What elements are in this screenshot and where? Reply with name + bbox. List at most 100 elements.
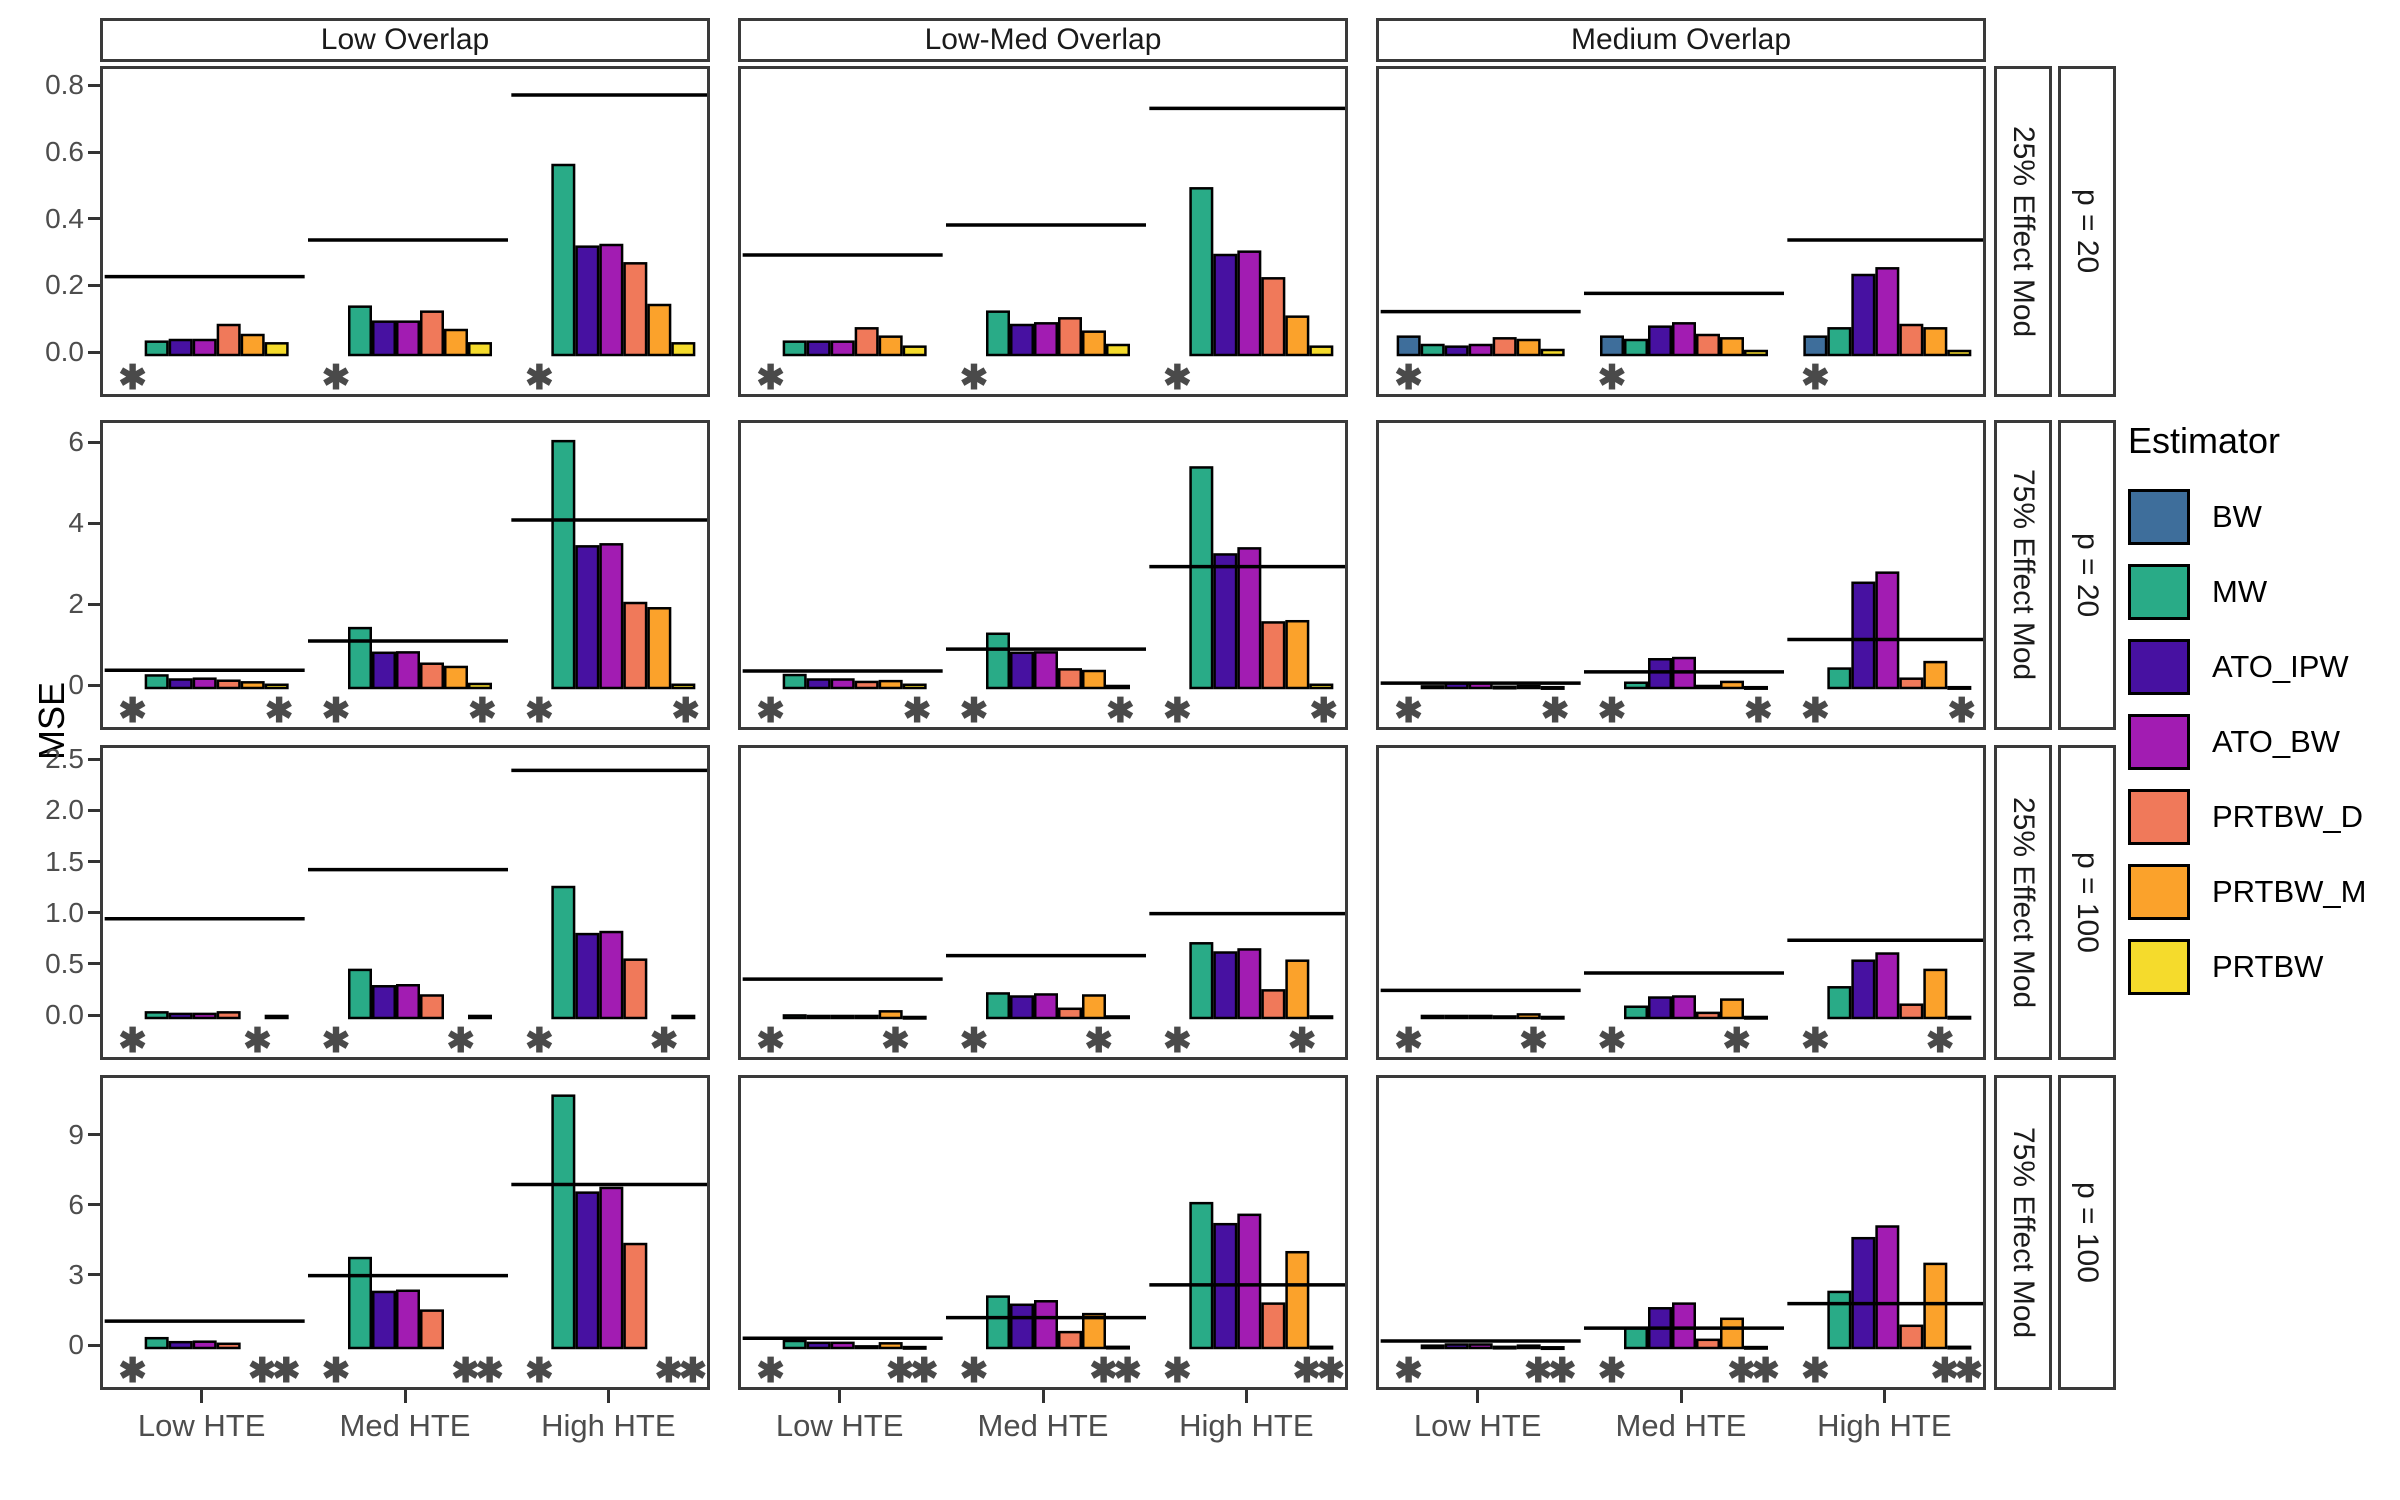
bar-ATO_BW (599, 930, 624, 1020)
asterisk-marker: ✱ (1801, 1022, 1830, 1060)
bar-ATO_IPW (1213, 553, 1238, 690)
asterisk-marker: ✱ (756, 692, 785, 730)
bar-ATO_BW (830, 678, 855, 690)
bar-PRTBW (1540, 1346, 1565, 1351)
bar-PRTBW_D (1899, 677, 1924, 690)
bar-ATO_BW (396, 1289, 420, 1350)
bar-PRTBW (468, 682, 492, 690)
bar-ATO_IPW (372, 1290, 396, 1350)
asterisk-marker: ✱ (243, 1022, 272, 1060)
bar-ATO_BW (1034, 1300, 1058, 1350)
bar-ATO_BW (1034, 993, 1058, 1020)
legend-swatch-ATO_BW (2128, 714, 2190, 770)
bar-PRTBW_D (623, 958, 648, 1020)
bar-MW (144, 1011, 169, 1020)
row-strip-p-3: p = 100 (2058, 1075, 2116, 1390)
asterisk-marker: ✱ (525, 359, 554, 397)
y-tick-label: 2.5 (45, 743, 84, 775)
asterisk-marker: ✱ (322, 359, 351, 397)
bar-MW (986, 1295, 1010, 1350)
facet-panel-r1-c1: ✱ ✱ ✱ ✱ ✱ ✱ (738, 420, 1348, 730)
bar-MW (1827, 1290, 1852, 1350)
facet-panel-r3-c0: ✱ ✱✱ ✱ ✱✱ ✱ ✱✱ (100, 1075, 710, 1390)
asterisk-marker: ✱ (1931, 1352, 1960, 1390)
legend-item-BW: BW (2128, 488, 2398, 546)
bar-PRTBW_M (1516, 338, 1541, 357)
bar-PRTBW_M (1720, 1317, 1744, 1350)
bar-PRTBW_D (854, 327, 879, 357)
asterisk-marker: ✱ (1163, 1022, 1192, 1060)
asterisk-marker: ✱ (447, 1022, 476, 1060)
bar-PRTBW_D (216, 1011, 241, 1020)
legend-swatch-MW (2128, 564, 2190, 620)
y-tick-label: 0 (68, 669, 84, 700)
bar-PRTBW (671, 683, 696, 690)
bar-MW (348, 968, 372, 1020)
bar-PRTBW_D (1261, 621, 1286, 690)
bar-MW (1827, 986, 1852, 1020)
x-tick-label: High HTE (541, 1408, 676, 1443)
legend-swatch-PRTBW (2128, 939, 2190, 995)
bar-ATO_BW (599, 243, 624, 357)
asterisk-marker: ✱ (475, 1352, 504, 1390)
legend: Estimator BW MW ATO_IPW ATO_BW PRTBW_D PRTBW_… (2128, 420, 2398, 1013)
bar-PRTBW_D (854, 1014, 879, 1020)
asterisk-marker: ✱ (118, 1022, 147, 1060)
bar-PRTBW (902, 683, 927, 690)
asterisk-marker: ✱ (525, 1352, 554, 1390)
bar-PRTBW_M (1285, 619, 1310, 690)
bar-PRTBW (1309, 1345, 1334, 1350)
x-tick-mark (1679, 1390, 1683, 1403)
asterisk-marker: ✱ (671, 692, 700, 730)
legend-swatch-PRTBW_D (2128, 789, 2190, 845)
x-tick-mark (838, 1390, 842, 1403)
asterisk-marker: ✱ (1727, 1352, 1756, 1390)
y-tick-mark (88, 602, 101, 606)
bar-ATO_IPW (1213, 253, 1238, 357)
bar-PRTBW_D (216, 323, 241, 357)
bar-PRTBW_D (854, 1345, 879, 1350)
y-tick-label: 0.8 (45, 69, 84, 101)
asterisk-marker: ✱ (451, 1352, 480, 1390)
y-tick-mark (88, 83, 101, 87)
y-tick-label: 3 (68, 1258, 84, 1290)
asterisk-marker: ✱ (1309, 692, 1338, 730)
bar-ATO_IPW (1010, 651, 1034, 690)
bar-ATO_BW (1237, 250, 1262, 357)
legend-label-MW: MW (2212, 574, 2268, 609)
bar-ATO_IPW (372, 985, 396, 1020)
bar-BW (1803, 335, 1828, 357)
asterisk-marker: ✱ (756, 359, 785, 397)
y-tick-label: 4 (68, 507, 84, 539)
bar-PRTBW_M (1285, 315, 1310, 357)
asterisk-marker: ✱ (1519, 1022, 1548, 1060)
y-tick-label: 0.5 (45, 947, 84, 979)
bar-PRTBW (1106, 684, 1130, 690)
bar-MW (986, 310, 1010, 357)
y-tick-label: 0.0 (45, 336, 84, 367)
y-tick-mark (88, 150, 101, 154)
y-tick-label: 0.4 (45, 202, 84, 234)
x-tick-label: Med HTE (339, 1408, 471, 1443)
asterisk-marker: ✱ (1801, 1352, 1830, 1390)
bar-PRTBW (1947, 685, 1972, 690)
x-tick-mark (1244, 1390, 1248, 1403)
legend-label-PRTBW: PRTBW (2212, 949, 2324, 984)
asterisk-marker: ✱ (960, 359, 989, 397)
bar-MW (348, 626, 372, 690)
bar-PRTBW (1540, 348, 1565, 357)
row-strip-effect-mod-3: 75% Effect Mod (1994, 1075, 2052, 1390)
legend-swatch-PRTBW_M (2128, 864, 2190, 920)
asterisk-marker: ✱ (525, 692, 554, 730)
bar-MW (1420, 1344, 1445, 1350)
facet-panel-r1-c2: ✱ ✱ ✱ ✱ ✱ ✱ (1376, 420, 1986, 730)
y-tick-label: 2.0 (45, 794, 84, 826)
bar-PRTBW_D (420, 310, 444, 357)
bar-MW (1624, 1005, 1648, 1020)
bar-ATO_BW (830, 1341, 855, 1350)
bar-MW (1624, 1326, 1648, 1350)
bar-MW (986, 632, 1010, 690)
bar-MW (551, 885, 576, 1020)
asterisk-marker: ✱ (1926, 1022, 1955, 1060)
bar-ATO_IPW (1010, 1303, 1034, 1350)
